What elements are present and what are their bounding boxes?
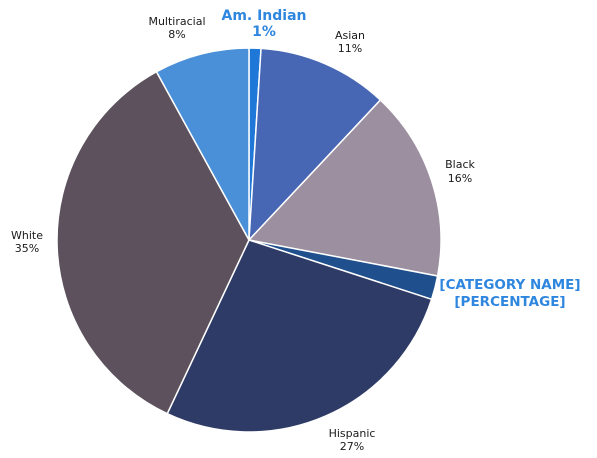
pie-slice-white (56, 71, 250, 415)
data-label-name-multiracial: Multiracial (148, 15, 205, 28)
data-label-value-black: 16% (448, 172, 472, 185)
data-label-value-asian: 11% (338, 42, 362, 55)
pie-slice-black (248, 99, 442, 277)
pie-slice-asian (248, 47, 382, 241)
data-label-name-unnamed: [CATEGORY NAME] (439, 277, 580, 293)
data-label-name-black: Black (445, 158, 475, 171)
pie-slices (56, 47, 442, 433)
data-label-name-asian: Asian (335, 29, 365, 42)
data-label-name-am-indian: Am. Indian (221, 8, 306, 24)
data-label-value-multiracial: 8% (168, 28, 185, 41)
data-label-value-am-indian: 1% (252, 24, 276, 40)
data-label-value-white: 35% (15, 242, 39, 255)
data-label-unnamed: [CATEGORY NAME][PERCENTAGE] (439, 277, 580, 310)
pie-slice-hispanic (166, 239, 433, 433)
data-label-name-hispanic: Hispanic (329, 427, 376, 440)
data-label-value-unnamed: [PERCENTAGE] (454, 294, 565, 310)
pie-slice-multiracial (155, 47, 250, 241)
data-label-value-hispanic: 27% (340, 440, 364, 453)
data-label-name-white: White (11, 229, 43, 242)
